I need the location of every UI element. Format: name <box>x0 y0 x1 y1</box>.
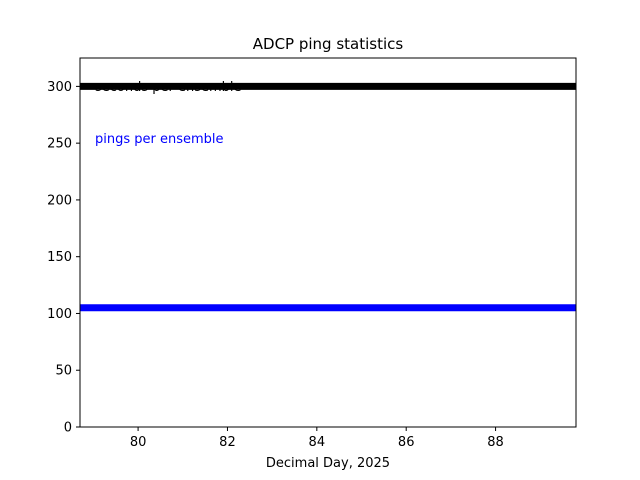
y-tick-label: 150 <box>47 250 72 265</box>
plot-background <box>80 58 576 427</box>
x-tick-label: 80 <box>130 435 147 450</box>
x-axis-label: Decimal Day, 2025 <box>266 456 390 471</box>
series-layer <box>80 82 576 312</box>
y-tick-label: 0 <box>64 421 72 436</box>
y-tick-label: 200 <box>47 193 72 208</box>
annotation-seconds-per-ensemble: seconds per ensemble <box>95 80 242 95</box>
y-tick-label: 250 <box>47 137 72 152</box>
x-tick-label: 88 <box>487 435 504 450</box>
y-axis-ticks: 0 50 100 150 200 250 300 <box>47 80 80 436</box>
y-tick-label: 300 <box>47 80 72 95</box>
y-tick-label: 100 <box>47 307 72 322</box>
annotation-pings-per-ensemble: pings per ensemble <box>95 132 224 147</box>
x-axis-ticks: 80 82 84 86 88 <box>130 427 504 450</box>
x-tick-label: 84 <box>309 435 326 450</box>
x-tick-label: 86 <box>398 435 415 450</box>
plot-frame <box>79 57 577 428</box>
chart-title: ADCP ping statistics <box>253 35 404 53</box>
x-tick-label: 82 <box>219 435 236 450</box>
y-tick-label: 50 <box>55 364 72 379</box>
